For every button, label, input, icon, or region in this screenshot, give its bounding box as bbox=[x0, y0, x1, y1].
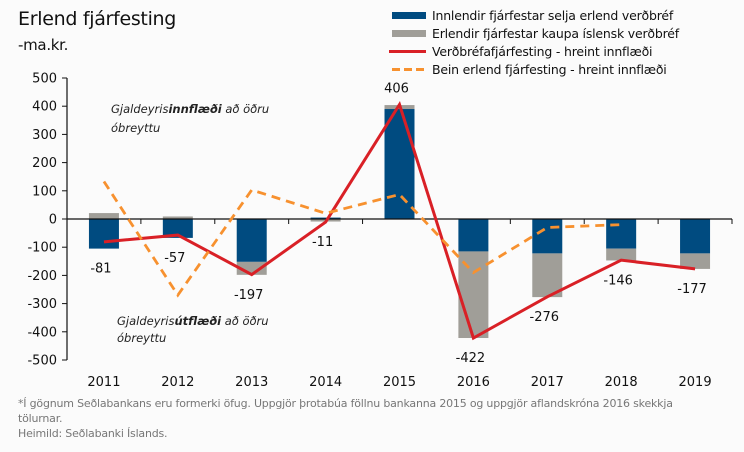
data-label: -81 bbox=[90, 262, 111, 277]
chart-title: Erlend fjárfesting bbox=[18, 8, 177, 30]
bar-domestic-sell bbox=[606, 219, 637, 249]
data-label: -11 bbox=[312, 235, 333, 250]
y-tick-label: -300 bbox=[27, 297, 57, 312]
bar-domestic-sell bbox=[236, 219, 267, 262]
data-label: -57 bbox=[164, 251, 185, 266]
bar-foreign-buy bbox=[606, 248, 637, 261]
bar-foreign-buy bbox=[680, 253, 711, 269]
footnote-cont: tölurnar. bbox=[18, 412, 63, 425]
y-tick-label: -100 bbox=[27, 241, 57, 256]
x-tick-label: 2017 bbox=[531, 375, 564, 390]
y-tick-label: 300 bbox=[32, 128, 57, 143]
footnote: *Í gögnum Seðlabankans eru formerki öfug… bbox=[18, 397, 673, 410]
legend-swatch-gray bbox=[392, 29, 426, 37]
bar-domestic-sell bbox=[384, 109, 415, 219]
legend-label: Innlendir fjárfestar selja erlend verðbr… bbox=[432, 7, 674, 23]
data-label: -146 bbox=[603, 273, 633, 288]
bar-domestic-sell bbox=[680, 219, 711, 254]
y-tick-label: 0 bbox=[49, 213, 57, 228]
legend-label: Verðbréfafjárfesting - hreint innflæði bbox=[432, 43, 653, 59]
annotation-outflow: Gjaldeyrisútflæði að öðru bbox=[117, 314, 269, 328]
x-tick-label: 2012 bbox=[161, 375, 194, 390]
annotation-inflow: Gjaldeyrisinnflæði að öðru bbox=[111, 102, 269, 116]
y-tick-label: 200 bbox=[32, 156, 57, 171]
y-tick-label: 500 bbox=[32, 72, 57, 87]
y-tick-label: -500 bbox=[27, 354, 57, 369]
x-tick-label: 2015 bbox=[383, 375, 416, 390]
data-label: -197 bbox=[234, 288, 264, 303]
data-label: -177 bbox=[677, 282, 707, 297]
data-label: -276 bbox=[530, 310, 560, 325]
legend-swatch-red-line bbox=[389, 49, 426, 53]
y-tick-label: -400 bbox=[27, 325, 57, 340]
data-label: -422 bbox=[456, 351, 486, 366]
bar-domestic-sell bbox=[458, 219, 489, 252]
x-tick-label: 2013 bbox=[235, 375, 268, 390]
legend-label: Erlendir fjárfestar kaupa íslensk verðbr… bbox=[432, 25, 679, 41]
x-tick-label: 2014 bbox=[309, 375, 342, 390]
annotation-inflow-line2: óbreyttu bbox=[111, 121, 160, 135]
annotation-outflow-line2: óbreyttu bbox=[117, 331, 166, 345]
bar-domestic-sell bbox=[162, 219, 193, 238]
legend-swatch-orange-dash bbox=[392, 67, 426, 71]
y-tick-label: 400 bbox=[32, 100, 57, 115]
legend-label: Bein erlend fjárfesting - hreint innflæð… bbox=[432, 61, 667, 77]
chart-subtitle: -ma.kr. bbox=[18, 36, 69, 54]
x-tick-label: 2016 bbox=[457, 375, 490, 390]
bar-foreign-buy bbox=[162, 216, 193, 219]
legend-item-portfolio-net: Verðbréfafjárfesting - hreint innflæði bbox=[389, 42, 679, 60]
legend-item-domestic-sell: Innlendir fjárfestar selja erlend verðbr… bbox=[392, 6, 679, 24]
x-tick-label: 2011 bbox=[87, 375, 120, 390]
line-fdi-net bbox=[102, 180, 622, 298]
legend-swatch-blue bbox=[392, 11, 426, 19]
data-label: 406 bbox=[384, 82, 409, 97]
legend-item-fdi-net: Bein erlend fjárfesting - hreint innflæð… bbox=[392, 60, 679, 78]
bar-foreign-buy bbox=[458, 251, 489, 339]
x-tick-label: 2018 bbox=[605, 375, 638, 390]
legend-item-foreign-buy: Erlendir fjárfestar kaupa íslensk verðbr… bbox=[392, 24, 679, 42]
footer: *Í gögnum Seðlabankans eru formerki öfug… bbox=[18, 396, 738, 441]
legend: Innlendir fjárfestar selja erlend verðbr… bbox=[389, 6, 679, 78]
bar-domestic-sell bbox=[310, 217, 341, 219]
x-tick-label: 2019 bbox=[679, 375, 712, 390]
bar-foreign-buy bbox=[532, 253, 563, 298]
y-tick-label: -200 bbox=[27, 269, 57, 284]
y-tick-label: 100 bbox=[32, 184, 57, 199]
bar-domestic-sell bbox=[88, 219, 119, 249]
source: Heimild: Seðlabanki Íslands. bbox=[18, 427, 168, 440]
bar-domestic-sell bbox=[532, 219, 563, 254]
bar-foreign-buy bbox=[88, 213, 119, 219]
